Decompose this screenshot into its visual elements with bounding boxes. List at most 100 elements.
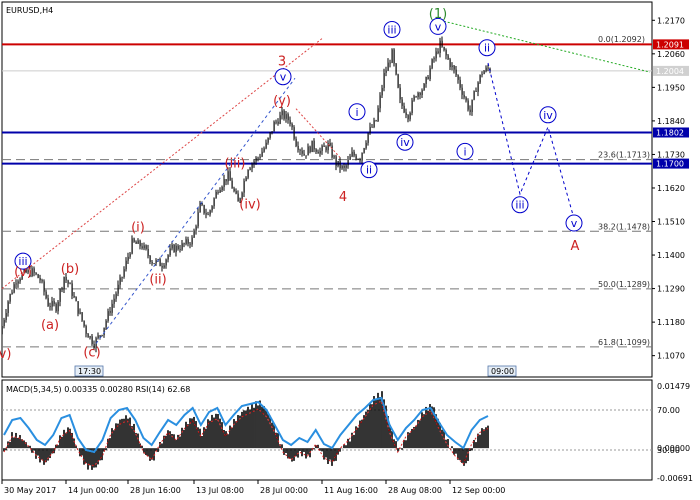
candle-body	[3, 319, 5, 327]
time-badge-bg-1	[487, 365, 517, 377]
time-badge-bg-0	[74, 365, 104, 377]
candle-body	[343, 165, 345, 168]
wave-label-18: ii	[366, 164, 372, 177]
wave-label-21: v	[435, 20, 442, 33]
wave-label-6: (v)	[14, 265, 32, 280]
candle-body	[115, 293, 117, 299]
candle-body	[237, 193, 239, 202]
wave-circle-17	[348, 103, 366, 121]
candle-body	[175, 245, 177, 253]
wave-label-3: 4	[339, 190, 347, 205]
candle-body	[167, 255, 169, 260]
x-tick-0: 30 May 2017	[4, 486, 56, 495]
wave-circle-22	[478, 39, 496, 57]
wave-label-23: i	[463, 145, 466, 158]
candle-body	[79, 312, 81, 314]
candle-body	[373, 120, 375, 127]
candle-body	[301, 150, 303, 154]
candle-body	[295, 138, 297, 146]
time-badge-0: 17:30	[78, 367, 101, 376]
candle-body	[113, 298, 115, 304]
indicator-series	[2, 391, 652, 470]
candle-body	[377, 108, 379, 122]
price-axis: 1.2170 1.2060 1.1950 1.1840 1.1730 1.1620 1.15…	[652, 16, 693, 483]
candle-body	[409, 112, 411, 120]
candle-body	[291, 123, 293, 128]
candle-body	[207, 214, 209, 216]
candle-body	[11, 292, 13, 295]
candle-body	[465, 97, 467, 101]
candle-body	[299, 149, 301, 151]
candle-body	[45, 291, 47, 299]
candle-body	[105, 320, 107, 328]
wave-label-16: v	[280, 71, 287, 84]
candle-body	[313, 140, 315, 150]
price-tick-7: 1.1400	[657, 251, 685, 260]
candle-body	[325, 146, 327, 151]
candle-body	[15, 283, 17, 285]
candle-body	[1, 326, 3, 335]
wave-circle-16	[274, 68, 292, 86]
time-axis: 17:30 09:00 30 May 2017 14 Jun 00:00 28 Jun …	[1, 365, 517, 495]
candle-body	[457, 75, 459, 80]
candle-body	[455, 69, 457, 76]
wave-label-14: (iv)	[239, 198, 260, 213]
candle-body	[17, 281, 19, 284]
candle-body	[361, 152, 363, 161]
candle-body	[447, 55, 449, 60]
price-badge-1: 1.2004	[656, 67, 684, 76]
wave-labels: (1)354Aiii(v)(b)(a)(c)v)(i)(ii)(iii)(iv)…	[0, 7, 583, 362]
candle-body	[27, 270, 29, 273]
candle-body	[229, 171, 231, 181]
x-tick-6: 28 Aug 08:00	[388, 486, 442, 495]
candle-body	[9, 294, 11, 302]
price-tick-1: 1.2060	[657, 50, 685, 59]
candle-body	[245, 177, 247, 181]
candle-body	[399, 87, 401, 100]
candle-body	[473, 91, 475, 100]
candle-body	[385, 70, 387, 73]
candle-body	[355, 155, 357, 160]
candle-body	[451, 65, 453, 68]
candle-body	[427, 76, 429, 80]
candle-body	[217, 191, 219, 193]
forecast-path	[487, 62, 575, 219]
candle-body	[453, 65, 455, 70]
candle-body	[303, 153, 305, 156]
candle-body	[25, 268, 27, 273]
candle-body	[203, 205, 205, 214]
wave-label-1: 3	[278, 54, 286, 69]
candle-body	[171, 244, 173, 249]
candle-body	[201, 202, 203, 206]
candle-body	[211, 206, 213, 211]
candle-body	[379, 95, 381, 109]
candle-body	[133, 238, 135, 242]
candle-body	[341, 165, 343, 169]
candle-body	[417, 92, 419, 97]
candle-body	[37, 274, 39, 278]
candle-body	[251, 163, 253, 169]
candle-body	[51, 301, 53, 307]
indicator-tick-2: 0.00000	[657, 444, 690, 453]
x-tick-7: 12 Sep 00:00	[452, 486, 505, 495]
candle-body	[183, 243, 185, 245]
indicator-tick-3: 30.00	[657, 446, 680, 455]
wave-label-25: iii	[515, 199, 524, 212]
candle-body	[369, 126, 371, 134]
wave-label-4: A	[571, 239, 580, 254]
price-badge-3: 1.1700	[656, 160, 684, 169]
candle-body	[415, 96, 417, 98]
candle-body	[129, 253, 131, 257]
candle-body	[445, 49, 447, 56]
candle-body	[297, 145, 299, 150]
candle-body	[59, 289, 61, 302]
trend-line-1	[95, 77, 296, 344]
candle-body	[77, 301, 79, 314]
candle-body	[103, 327, 105, 336]
candle-body	[131, 238, 133, 254]
candle-body	[263, 148, 265, 152]
candle-body	[231, 180, 233, 189]
indicator-tick-0: 0.01479	[657, 382, 690, 391]
fib-label-2: 38.2(1.1478)	[598, 222, 650, 231]
